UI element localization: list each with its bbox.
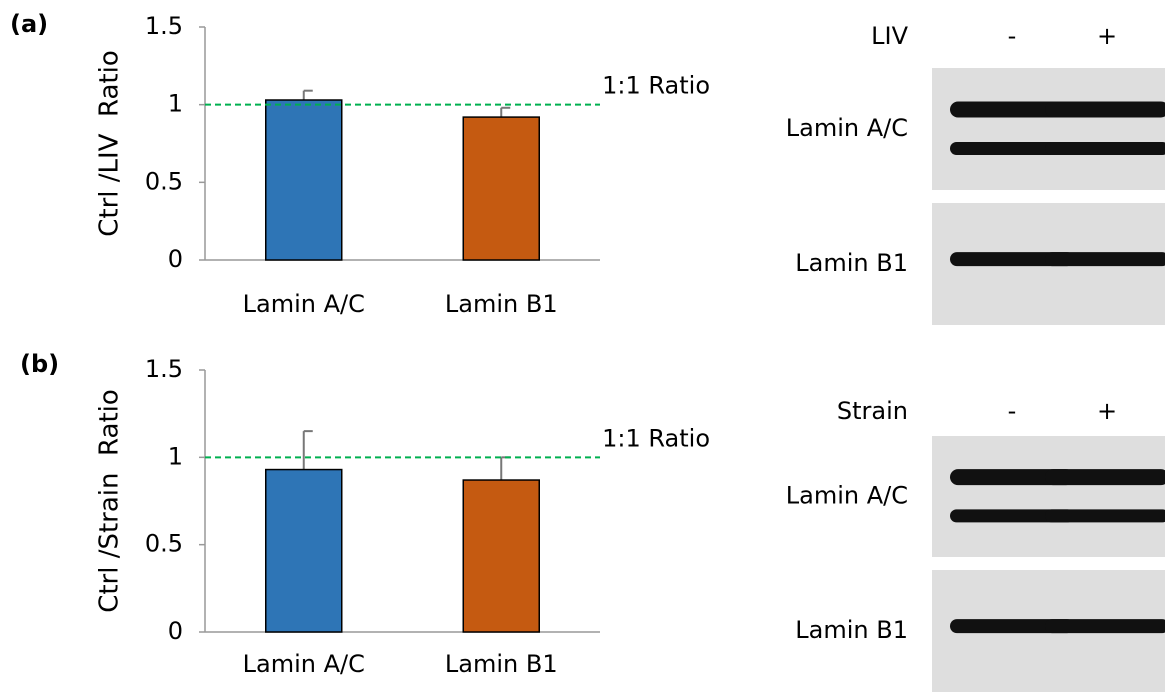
y-axis-label: Ctrl /LIV Ratio <box>95 50 125 237</box>
band-label: Lamin A/C <box>786 482 908 510</box>
y-axis-label: Ctrl /Strain Ratio <box>95 389 125 613</box>
y-tick-label: 1.5 <box>145 12 183 40</box>
lane-label: - <box>1008 397 1017 425</box>
blot-band <box>1045 619 1165 633</box>
x-tick-label: Lamin A/C <box>243 650 365 678</box>
y-tick-label: 1 <box>168 90 183 118</box>
y-tick-label: 1 <box>168 442 183 470</box>
bar <box>266 470 342 632</box>
x-tick-label: Lamin B1 <box>445 650 558 678</box>
figure: (a) Ctrl /LIV Ratio 0 0.5 1 1.5 Lamin A/C Lamin… <box>0 0 1165 696</box>
y-tick-label: 0 <box>168 245 183 273</box>
bar <box>463 117 539 260</box>
blot-band <box>1045 101 1165 117</box>
lane-label: + <box>1097 22 1117 50</box>
panel-label: (b) <box>20 350 59 378</box>
x-tick-label: Lamin B1 <box>445 290 558 318</box>
y-tick-label: 1.5 <box>145 355 183 383</box>
blot-band <box>1045 509 1165 522</box>
blot-membrane <box>932 68 1165 190</box>
blot-membrane <box>932 436 1165 557</box>
bar-chart: (a) Ctrl /LIV Ratio 0 0.5 1 1.5 Lamin A/C Lamin… <box>10 10 1165 325</box>
lane-label: - <box>1008 22 1017 50</box>
band-label: Lamin B1 <box>795 249 908 277</box>
reference-label: 1:1 Ratio <box>602 424 710 452</box>
band-label: Lamin A/C <box>786 114 908 142</box>
panel-label: (a) <box>10 10 48 38</box>
bar-chart: (b) Ctrl /Strain Ratio 0 0.5 1 1.5 Lamin A/C La… <box>20 350 1165 692</box>
lane-label: + <box>1097 397 1117 425</box>
y-tick-label: 0.5 <box>145 167 183 195</box>
blot-condition: Strain <box>837 397 908 425</box>
y-tick-label: 0 <box>168 617 183 645</box>
blot-band <box>1045 142 1165 155</box>
y-tick-label: 0.5 <box>145 530 183 558</box>
blot-band <box>1045 252 1165 266</box>
blot-band <box>1045 469 1165 485</box>
blot-condition: LIV <box>871 22 908 50</box>
band-label: Lamin B1 <box>795 616 908 644</box>
bar <box>266 100 342 260</box>
x-tick-label: Lamin A/C <box>243 290 365 318</box>
bar <box>463 480 539 632</box>
reference-label: 1:1 Ratio <box>602 72 710 100</box>
